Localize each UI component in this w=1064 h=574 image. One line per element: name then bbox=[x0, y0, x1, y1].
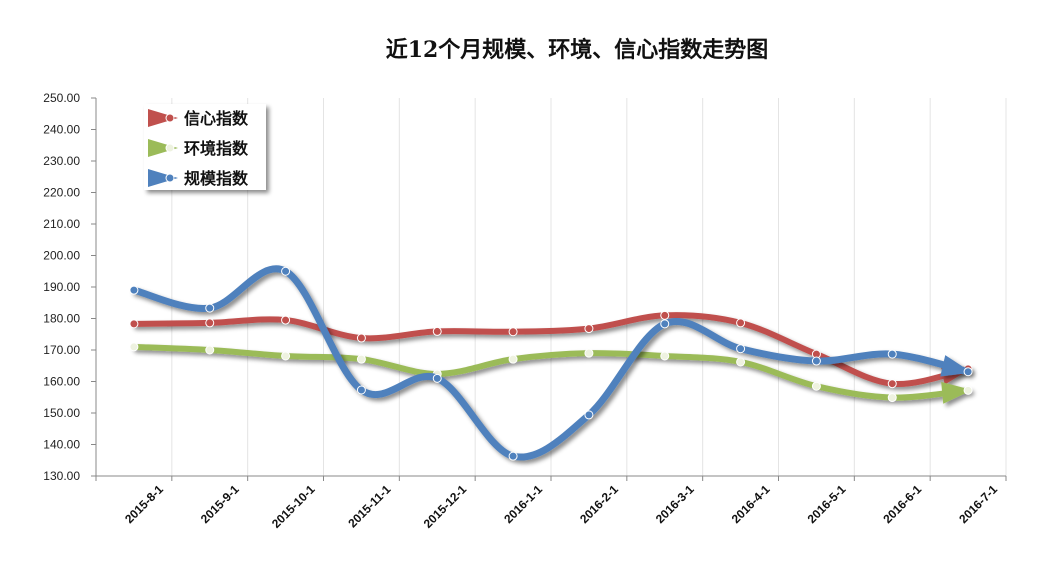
series-0 bbox=[130, 312, 973, 387]
data-point bbox=[660, 351, 670, 361]
y-tick-label: 180.00 bbox=[43, 312, 80, 326]
y-tick-label: 190.00 bbox=[43, 280, 80, 294]
y-tick-label: 150.00 bbox=[43, 406, 80, 420]
x-tick-label: 2015-9-1 bbox=[198, 482, 242, 526]
data-point bbox=[584, 410, 594, 420]
data-point bbox=[129, 285, 139, 295]
data-point bbox=[584, 324, 594, 334]
data-point bbox=[887, 393, 897, 403]
x-tick-label: 2016-4-1 bbox=[729, 482, 773, 526]
data-point bbox=[963, 367, 973, 377]
data-point bbox=[736, 344, 746, 354]
data-point bbox=[508, 451, 518, 461]
y-tick-label: 220.00 bbox=[43, 186, 80, 200]
y-tick-label: 210.00 bbox=[43, 217, 80, 231]
data-point bbox=[736, 318, 746, 328]
y-tick-label: 250.00 bbox=[43, 91, 80, 105]
series-2 bbox=[130, 265, 972, 461]
chart-title: 近12个月规模、环境、信心指数走势图 bbox=[385, 37, 769, 63]
data-point bbox=[508, 327, 518, 337]
legend-dot bbox=[165, 143, 175, 153]
data-point bbox=[281, 266, 291, 276]
legend-marker bbox=[148, 109, 178, 127]
data-point bbox=[508, 354, 518, 364]
x-tick-label: 2016-5-1 bbox=[805, 482, 849, 526]
data-point bbox=[432, 326, 442, 336]
data-point bbox=[432, 373, 442, 383]
x-tick-label: 2015-11-1 bbox=[345, 482, 393, 530]
legend-marker bbox=[148, 139, 178, 157]
y-tick-label: 240.00 bbox=[43, 123, 80, 137]
data-point bbox=[129, 319, 139, 329]
y-tick-label: 230.00 bbox=[43, 154, 80, 168]
legend-dot bbox=[165, 173, 175, 183]
x-tick-label: 2015-10-1 bbox=[269, 482, 318, 531]
data-point bbox=[887, 379, 897, 389]
x-tick-label: 2016-3-1 bbox=[653, 482, 697, 526]
legend-label: 环境指数 bbox=[184, 139, 249, 158]
x-tick-label: 2016-6-1 bbox=[880, 482, 924, 526]
y-tick-label: 140.00 bbox=[43, 438, 80, 452]
data-point bbox=[205, 345, 215, 355]
y-tick-label: 160.00 bbox=[43, 375, 80, 389]
legend-dot bbox=[165, 113, 175, 123]
data-point bbox=[811, 356, 821, 366]
x-tick-label: 2015-12-1 bbox=[421, 482, 470, 531]
legend-label: 信心指数 bbox=[184, 109, 249, 128]
y-tick-label: 170.00 bbox=[43, 343, 80, 357]
data-point bbox=[205, 303, 215, 313]
legend-marker bbox=[148, 169, 178, 187]
x-tick-label: 2016-7-1 bbox=[956, 482, 1000, 526]
y-tick-label: 200.00 bbox=[43, 249, 80, 263]
legend-label: 规模指数 bbox=[184, 169, 249, 188]
data-point bbox=[129, 342, 139, 352]
series-1 bbox=[130, 343, 973, 404]
data-point bbox=[811, 381, 821, 391]
data-point bbox=[356, 333, 366, 343]
data-point bbox=[963, 385, 973, 395]
x-tick-label: 2015-8-1 bbox=[122, 482, 166, 526]
y-tick-label: 130.00 bbox=[43, 469, 80, 483]
data-point bbox=[356, 354, 366, 364]
data-point bbox=[584, 348, 594, 358]
data-point bbox=[660, 310, 670, 320]
data-point bbox=[660, 319, 670, 329]
x-tick-label: 2016-1-1 bbox=[501, 482, 545, 526]
series-line bbox=[130, 343, 972, 401]
series-arrowhead bbox=[941, 381, 973, 404]
data-point bbox=[356, 385, 366, 395]
data-point bbox=[205, 318, 215, 328]
x-tick-label: 2016-2-1 bbox=[577, 482, 621, 526]
data-point bbox=[736, 357, 746, 367]
data-point bbox=[887, 349, 897, 359]
data-point bbox=[281, 315, 291, 325]
data-point bbox=[281, 351, 291, 361]
